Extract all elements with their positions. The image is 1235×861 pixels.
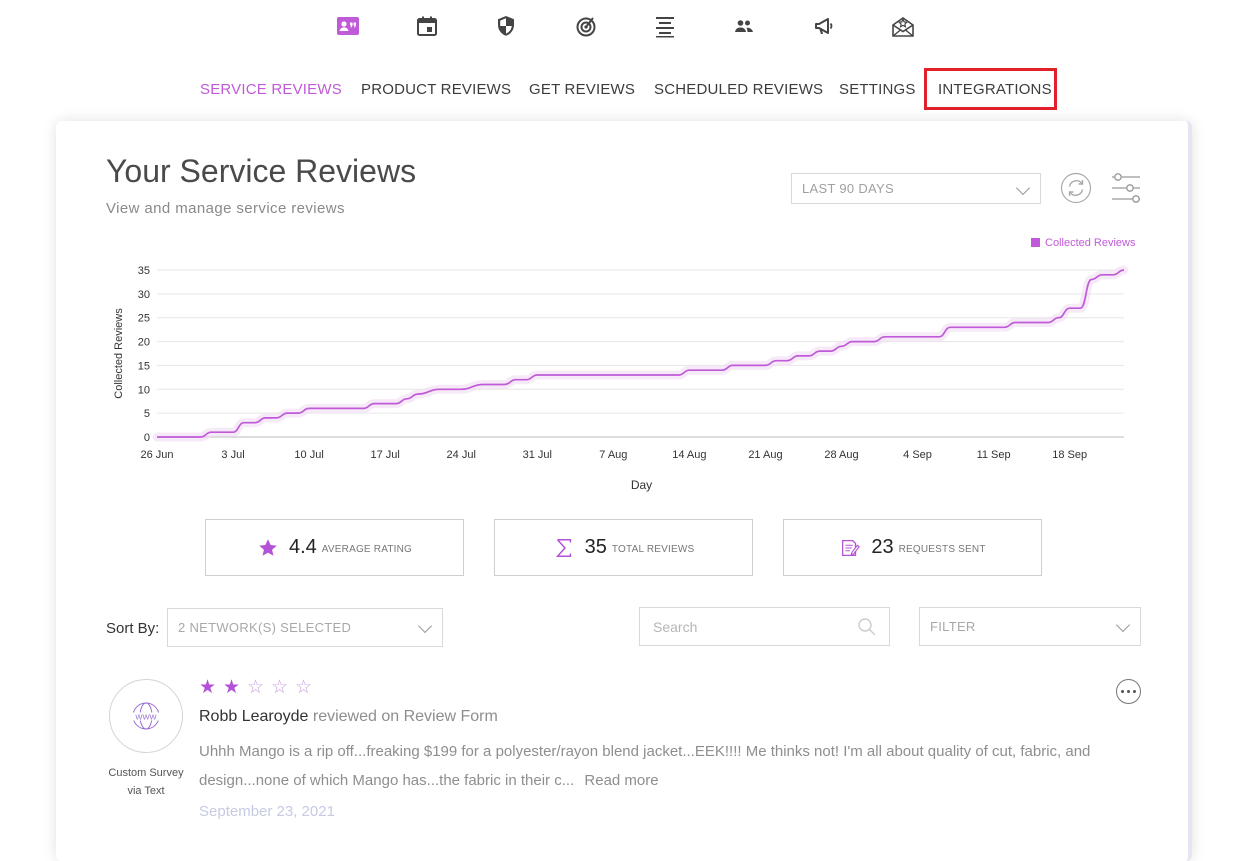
request-doc-icon bbox=[839, 537, 861, 559]
tab-integrations[interactable]: INTEGRATIONS bbox=[938, 81, 1052, 98]
reviewed-on-text: reviewed on Review Form bbox=[312, 708, 498, 725]
chart-legend[interactable]: Collected Reviews bbox=[1031, 237, 1135, 249]
service-reviews-card: Your Service Reviews View and manage ser… bbox=[56, 121, 1192, 861]
reviewer-line: Robb Learoyde reviewed on Review Form bbox=[199, 708, 498, 726]
dot bbox=[1133, 690, 1136, 693]
star-empty-icon: ☆ bbox=[247, 677, 265, 698]
people-icon[interactable] bbox=[730, 12, 758, 40]
y-tick-label: 5 bbox=[144, 408, 150, 420]
review-date: September 23, 2021 bbox=[199, 803, 335, 820]
review-text: Uhhh Mango is a rip off...freaking $199 … bbox=[199, 737, 1159, 795]
dot bbox=[1121, 690, 1124, 693]
reviewer-name[interactable]: Robb Learoyde bbox=[199, 708, 309, 725]
x-tick-label: 24 Jul bbox=[447, 449, 476, 461]
chevron-down-icon bbox=[1115, 617, 1131, 633]
star-filled-icon: ★ bbox=[199, 677, 217, 698]
megaphone-icon[interactable] bbox=[810, 12, 838, 40]
stat-average-rating: 4.4 AVERAGE RATING bbox=[205, 519, 464, 576]
chevron-down-icon bbox=[417, 618, 433, 634]
y-tick-label: 20 bbox=[138, 337, 150, 349]
series-line-collected-reviews bbox=[156, 269, 1125, 438]
star-filled-icon: ★ bbox=[223, 677, 241, 698]
review-source-label: Custom Survey via Text bbox=[108, 767, 184, 797]
y-tick-label: 10 bbox=[138, 384, 150, 396]
x-tick-label: 18 Sep bbox=[1052, 449, 1087, 461]
y-tick-label: 15 bbox=[138, 360, 150, 372]
date-range-select[interactable]: LAST 90 DAYS bbox=[791, 173, 1041, 204]
average-rating-value: 4.4 bbox=[288, 536, 317, 558]
y-tick-label: 35 bbox=[138, 265, 150, 277]
mail-star-icon[interactable] bbox=[889, 12, 917, 40]
date-range-value: LAST 90 DAYS bbox=[802, 181, 894, 196]
tab-product-reviews[interactable]: PRODUCT REVIEWS bbox=[361, 81, 512, 98]
y-tick-label: 25 bbox=[138, 313, 150, 325]
shield-icon[interactable] bbox=[492, 12, 520, 40]
total-reviews-value: 35 bbox=[584, 536, 607, 558]
x-tick-label: 4 Sep bbox=[903, 449, 932, 461]
page-title: Your Service Reviews bbox=[106, 153, 417, 189]
x-tick-label: 10 Jul bbox=[294, 449, 323, 461]
networks-select[interactable]: 2 NETWORK(S) SELECTED bbox=[167, 608, 443, 647]
average-rating-label: AVERAGE RATING bbox=[321, 544, 413, 555]
dot bbox=[1127, 690, 1130, 693]
sort-by-label: Sort By: bbox=[106, 620, 160, 637]
review-rating-stars: ★ ★ ☆ ☆ ☆ bbox=[199, 677, 319, 699]
y-tick-label: 30 bbox=[138, 289, 150, 301]
star-empty-icon: ☆ bbox=[271, 677, 289, 698]
x-tick-label: 31 Jul bbox=[523, 449, 552, 461]
requests-sent-value: 23 bbox=[871, 536, 894, 558]
x-tick-label: 21 Aug bbox=[748, 449, 782, 461]
x-tick-label: 28 Aug bbox=[824, 449, 858, 461]
legend-label: Collected Reviews bbox=[1045, 237, 1136, 249]
collected-reviews-chart: 0 5 10 15 20 25 30 35 26 Jun 3 Jul 10 Jul 17 Jul 24 … bbox=[113, 265, 1129, 492]
x-tick-label: 17 Jul bbox=[370, 449, 399, 461]
x-axis-label: Day bbox=[631, 478, 652, 492]
x-tick-label: 3 Jul bbox=[221, 449, 244, 461]
read-more-link[interactable]: Read more bbox=[584, 772, 659, 789]
www-globe-icon: WWW bbox=[131, 702, 161, 730]
tab-service-reviews[interactable]: SERVICE REVIEWS bbox=[200, 81, 342, 98]
review-body: Uhhh Mango is a rip off...freaking $199 … bbox=[199, 743, 1091, 789]
star-icon bbox=[257, 537, 279, 559]
total-reviews-label: TOTAL REVIEWS bbox=[611, 544, 695, 555]
more-options-button[interactable] bbox=[1116, 679, 1141, 704]
top-icon-bar bbox=[0, 12, 1235, 42]
sigma-icon bbox=[553, 537, 575, 559]
filter-select[interactable]: FILTER bbox=[919, 607, 1141, 646]
networks-select-value: 2 NETWORK(S) SELECTED bbox=[178, 620, 352, 635]
refresh-icon[interactable] bbox=[1060, 172, 1092, 204]
review-source-avatar: WWW bbox=[109, 679, 183, 753]
svg-text:WWW: WWW bbox=[135, 712, 157, 721]
align-center-icon[interactable] bbox=[651, 12, 679, 40]
tab-scheduled-reviews[interactable]: SCHEDULED REVIEWS bbox=[654, 81, 824, 98]
search-icon[interactable] bbox=[857, 617, 877, 637]
star-empty-icon: ☆ bbox=[295, 677, 313, 698]
contact-card-icon[interactable] bbox=[334, 12, 362, 40]
integrations-highlight-box bbox=[924, 68, 1057, 110]
search-box bbox=[639, 607, 890, 646]
page-subtitle: View and manage service reviews bbox=[106, 200, 345, 217]
x-tick-label: 14 Aug bbox=[672, 449, 706, 461]
x-tick-label: 11 Sep bbox=[977, 449, 1011, 461]
requests-sent-label: REQUESTS SENT bbox=[898, 544, 986, 555]
filter-select-value: FILTER bbox=[930, 619, 976, 634]
main-nav: SERVICE REVIEWS PRODUCT REVIEWS GET REVI… bbox=[0, 68, 1235, 110]
y-tick-label: 0 bbox=[144, 432, 150, 444]
tab-get-reviews[interactable]: GET REVIEWS bbox=[529, 81, 636, 98]
legend-swatch bbox=[1031, 238, 1040, 247]
sliders-icon[interactable] bbox=[1110, 171, 1142, 205]
x-tick-label: 26 Jun bbox=[140, 449, 173, 461]
target-icon[interactable] bbox=[572, 12, 600, 40]
y-axis-label: Collected Reviews bbox=[113, 308, 125, 399]
tab-settings[interactable]: SETTINGS bbox=[839, 81, 916, 98]
search-input[interactable] bbox=[640, 608, 840, 645]
calendar-icon[interactable] bbox=[413, 12, 441, 40]
stat-requests-sent: 23 REQUESTS SENT bbox=[783, 519, 1042, 576]
x-tick-label: 7 Aug bbox=[599, 449, 627, 461]
stat-total-reviews: 35 TOTAL REVIEWS bbox=[494, 519, 753, 576]
